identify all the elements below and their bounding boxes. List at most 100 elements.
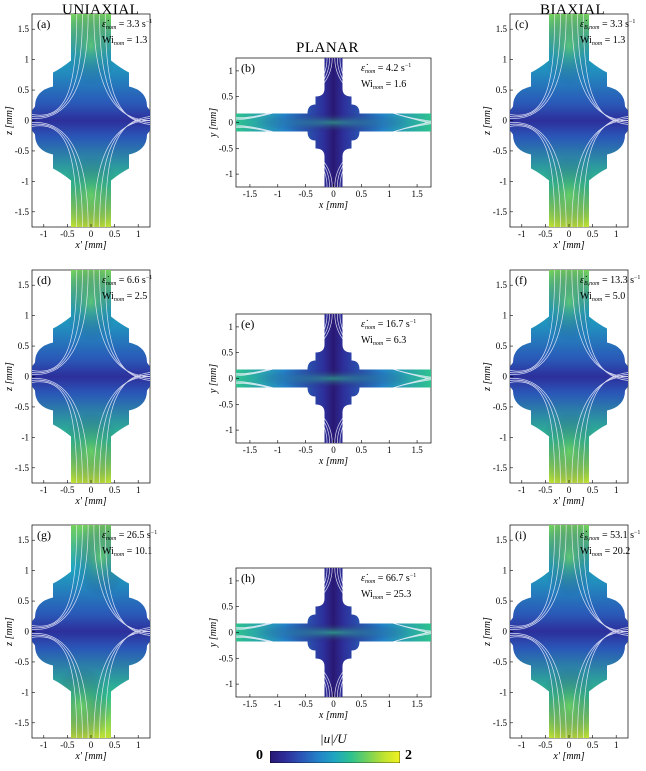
y-tick-label: 0.5 [222, 348, 234, 358]
streamlines [32, 14, 150, 227]
panel-c: -1 -0.5 0 0.5 1 1.5 1 0.5 0 -0.5 -1 -1.5 x' [mm] z [m… [480, 13, 638, 259]
y-tick-label: 0.5 [222, 602, 234, 612]
x-tick-label: 1 [387, 699, 392, 709]
y-axis-label: z [mm] [482, 617, 493, 647]
y-tick-label: 1.5 [18, 535, 30, 545]
x-tick-label: 1 [614, 229, 619, 239]
svg-text:ε̇nom = 26.5 s−1: ε̇nom = 26.5 s−1 [102, 530, 157, 542]
y-tick-label: 0 [503, 116, 508, 126]
svg-text:ε̇nom = 66.7 s−1: ε̇nom = 66.7 s−1 [361, 573, 416, 585]
svg-text:Winom = 6.3: Winom = 6.3 [361, 335, 406, 347]
y-tick-label: -1 [22, 176, 30, 186]
x-tick-label: -0.5 [538, 229, 553, 239]
x-tick-label: -1 [274, 189, 282, 199]
svg-text:ε̇nom = 16.7 s−1: ε̇nom = 16.7 s−1 [361, 319, 416, 331]
annotation: ε̇nom = 3.3 s−1 Winom = 1.3 [102, 19, 152, 47]
x-axis-label: x' [mm] [552, 496, 584, 507]
x-tick-label: -0.5 [538, 485, 553, 495]
x-tick-label: 1 [614, 485, 619, 495]
x-tick-label: 1.5 [411, 445, 423, 455]
y-tick-label: 0 [25, 372, 30, 382]
streamlines [510, 525, 628, 738]
y-tick-label: -1.5 [15, 463, 30, 473]
x-tick-label: -1 [40, 229, 48, 239]
y-tick-label: 1 [229, 66, 234, 76]
panel-d: -1 -0.5 0 0.5 1 1.5 1 0.5 0 -0.5 -1 -1.5 x' [mm] z [m… [2, 269, 160, 515]
svg-text:ε̇B,nom = 3.3 s−1: ε̇B,nom = 3.3 s−1 [580, 19, 635, 31]
y-tick-label: 0.5 [496, 341, 508, 351]
y-tick-label: 0 [229, 374, 234, 384]
x-tick-label: 0.5 [109, 740, 121, 750]
y-tick-label: 0 [503, 627, 508, 637]
x-tick-label: 0 [331, 189, 336, 199]
svg-text:ε̇B,nom = 53.1 s−1: ε̇B,nom = 53.1 s−1 [580, 530, 640, 542]
panel-a: -1 -0.5 0 0.5 1 1.5 1 0.5 0 -0.5 -1 -1.5 x' [mm] z [m… [2, 13, 160, 259]
flow-field [32, 270, 150, 483]
y-tick-label: 1 [503, 55, 508, 65]
x-tick-label: 0 [567, 229, 572, 239]
panel-g: -1 -0.5 0 0.5 1 1.5 1 0.5 0 -0.5 -1 -1.5 x' [mm] z [m… [2, 524, 160, 770]
svg-text:ε̇nom = 3.3 s−1: ε̇nom = 3.3 s−1 [102, 19, 152, 31]
x-axis-label: x [mm] [318, 456, 348, 467]
x-tick-label: -1 [518, 229, 526, 239]
svg-text:ε̇nom = 4.2 s−1: ε̇nom = 4.2 s−1 [361, 63, 411, 75]
svg-text:Winom = 1.3: Winom = 1.3 [102, 35, 147, 47]
y-axis-label: z [mm] [482, 106, 493, 136]
svg-text:Winom = 2.5: Winom = 2.5 [102, 291, 147, 303]
x-tick-label: 1 [136, 485, 141, 495]
x-tick-label: 0.5 [587, 485, 599, 495]
x-tick-label: 0.5 [356, 189, 368, 199]
svg-text:Winom = 25.3: Winom = 25.3 [361, 589, 411, 601]
x-tick-label: 0 [89, 229, 94, 239]
annotation: ε̇nom = 66.7 s−1 Winom = 25.3 [361, 573, 416, 601]
x-tick-label: -1 [274, 699, 282, 709]
x-tick-label: 0 [89, 485, 94, 495]
x-tick-label: 0.5 [356, 445, 368, 455]
y-tick-label: -0.5 [219, 653, 234, 663]
y-tick-label: -1 [500, 687, 508, 697]
y-axis-label: z [mm] [482, 362, 493, 392]
y-tick-label: 1.5 [496, 535, 508, 545]
y-tick-label: -1.5 [493, 718, 508, 728]
panel-b-plot: -1.5 -1 -0.5 0 0.5 1 1.5 1 0.5 0 -0.5 -1 x [mm] y [mm… [208, 57, 432, 211]
y-tick-label: 1.5 [496, 24, 508, 34]
y-tick-label: -0.5 [493, 657, 508, 667]
y-tick-label: -0.5 [219, 399, 234, 409]
x-tick-label: 1.5 [411, 189, 423, 199]
y-axis-label: z [mm] [4, 362, 15, 392]
y-tick-label: -0.5 [15, 402, 30, 412]
x-tick-label: -1 [274, 445, 282, 455]
panel-label: (f) [515, 273, 527, 287]
x-tick-label: -0.5 [538, 740, 553, 750]
panel-f-plot: -1 -0.5 0 0.5 1 1.5 1 0.5 0 -0.5 -1 -1.5 x' [mm] z [m… [482, 269, 640, 507]
y-tick-label: -1.5 [493, 463, 508, 473]
x-tick-label: -1.5 [243, 445, 258, 455]
y-tick-label: 1.5 [18, 24, 30, 34]
panel-label: (b) [241, 61, 255, 75]
panel-h-plot: -1.5 -1 -0.5 0 0.5 1 1.5 1 0.5 0 -0.5 -1 x [mm] y [mm… [208, 567, 432, 721]
colorbar-min-label: 0 [256, 748, 263, 763]
x-tick-label: 1 [136, 740, 141, 750]
panel-f: -1 -0.5 0 0.5 1 1.5 1 0.5 0 -0.5 -1 -1.5 x' [mm] z [m… [480, 269, 640, 515]
panel-label: (a) [37, 17, 50, 31]
x-axis-label: x' [mm] [74, 240, 106, 251]
panel-label: (h) [241, 571, 255, 585]
panel-e-plot: -1.5 -1 -0.5 0 0.5 1 1.5 1 0.5 0 -0.5 -1 x [mm] y [mm… [208, 313, 432, 467]
colorbar-title: |u|/U [320, 731, 347, 746]
y-axis-label: y [mm] [208, 618, 219, 648]
streamlines [510, 270, 628, 483]
y-tick-label: 1 [503, 311, 508, 321]
y-tick-label: 0 [25, 627, 30, 637]
y-tick-label: 0 [503, 372, 508, 382]
y-tick-label: -1 [22, 432, 30, 442]
y-tick-label: 0.5 [222, 92, 234, 102]
x-tick-label: 1 [614, 740, 619, 750]
y-tick-label: -0.5 [15, 146, 30, 156]
y-tick-label: 0 [25, 116, 30, 126]
x-axis-label: x [mm] [318, 200, 348, 211]
annotation: ε̇B,nom = 53.1 s−1 Winom = 20.2 [580, 530, 640, 558]
panel-d-plot: -1 -0.5 0 0.5 1 1.5 1 0.5 0 -0.5 -1 -1.5 x' [mm] z [m… [4, 269, 152, 507]
x-tick-label: 0 [567, 485, 572, 495]
y-axis-label: y [mm] [208, 364, 219, 394]
svg-text:Winom = 10.1: Winom = 10.1 [102, 546, 152, 558]
